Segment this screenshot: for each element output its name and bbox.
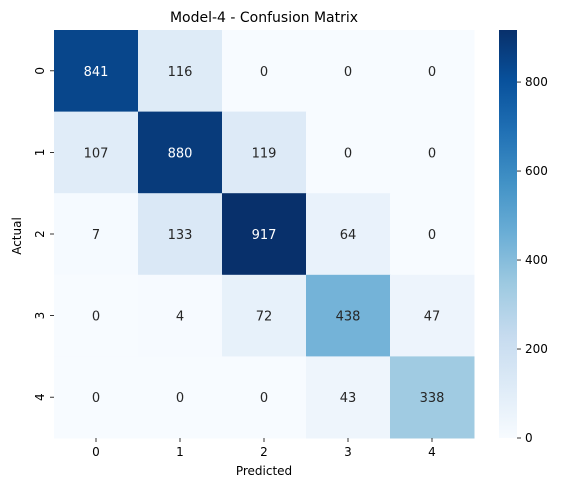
heatmap-cell-3-3 (306, 274, 391, 357)
x-axis-label: Predicted (236, 464, 292, 478)
cell-value-label: 0 (344, 65, 352, 80)
y-tick-label: 0 (33, 67, 47, 75)
x-axis-ticks: 0 1 2 3 4 (92, 438, 436, 459)
colorbar-ticks: 0 200 400 600 800 (517, 75, 548, 445)
cell-value-label: 0 (176, 391, 184, 406)
heatmap-cell-3-4 (390, 274, 475, 357)
colorbar-tick-label: 600 (525, 164, 548, 178)
cell-value-label: 116 (168, 65, 193, 80)
x-tick-label: 0 (92, 445, 100, 459)
cell-value-label: 438 (336, 310, 361, 325)
y-tick-label: 1 (33, 149, 47, 157)
heatmap-cell-0-4 (390, 30, 475, 113)
heatmap-cell-4-0 (54, 356, 139, 439)
heatmap-cell-2-2 (222, 193, 307, 276)
cell-value-label: 0 (260, 391, 268, 406)
y-axis-ticks: 0 1 2 3 4 (33, 67, 54, 401)
heatmap-cell-3-1 (138, 274, 223, 357)
cell-value-label: 0 (92, 391, 100, 406)
heatmap-cell-4-1 (138, 356, 223, 439)
heatmap-cell-4-3 (306, 356, 391, 439)
x-tick-label: 2 (260, 445, 268, 459)
cell-value-label: 72 (256, 310, 273, 325)
heatmap-cell-3-2 (222, 274, 307, 357)
chart-title: Model-4 - Confusion Matrix (170, 10, 358, 26)
heatmap-cell-1-1 (138, 111, 223, 194)
y-axis-label: Actual (10, 217, 24, 255)
x-tick-label: 1 (176, 445, 184, 459)
cell-value-label: 7 (92, 228, 100, 243)
x-tick-label: 3 (344, 445, 352, 459)
y-tick-label: 2 (33, 230, 47, 238)
cell-value-label: 917 (252, 228, 277, 243)
y-tick-label: 4 (33, 393, 47, 401)
cell-value-label: 119 (252, 146, 277, 161)
heatmap-cell-0-1 (138, 30, 223, 113)
cell-value-label: 43 (340, 391, 357, 406)
cell-value-label: 841 (84, 65, 109, 80)
heatmap-cells: 841 116 0 0 0 107 880 119 0 0 7 133 917 64 0 0 4 72 438 47 0… (54, 30, 475, 439)
heatmap-cell-3-0 (54, 274, 139, 357)
heatmap-cell-2-3 (306, 193, 391, 276)
cell-value-label: 0 (92, 310, 100, 325)
colorbar-tick-label: 400 (525, 253, 548, 267)
colorbar-tick-label: 800 (525, 75, 548, 89)
heatmap-cell-1-2 (222, 111, 307, 194)
y-tick-label: 3 (33, 312, 47, 320)
cell-value-label: 107 (84, 146, 109, 161)
cell-value-label: 64 (340, 228, 357, 243)
colorbar (499, 30, 517, 438)
cell-value-label: 4 (176, 310, 184, 325)
heatmap-cell-0-2 (222, 30, 307, 113)
heatmap-cell-2-1 (138, 193, 223, 276)
heatmap-cell-2-0 (54, 193, 139, 276)
heatmap-cell-1-0 (54, 111, 139, 194)
heatmap-cell-1-3 (306, 111, 391, 194)
x-tick-label: 4 (428, 445, 436, 459)
heatmap-cell-4-2 (222, 356, 307, 439)
cell-value-label: 0 (428, 65, 436, 80)
heatmap-cell-2-4 (390, 193, 475, 276)
colorbar-tick-label: 0 (525, 431, 533, 445)
cell-value-label: 0 (260, 65, 268, 80)
cell-value-label: 880 (168, 146, 193, 161)
cell-value-label: 0 (428, 228, 436, 243)
cell-value-label: 0 (428, 146, 436, 161)
cell-value-label: 133 (168, 228, 193, 243)
cell-value-label: 338 (420, 391, 445, 406)
colorbar-tick-label: 200 (525, 342, 548, 356)
heatmap-cell-0-3 (306, 30, 391, 113)
heatmap-cell-1-4 (390, 111, 475, 194)
cell-value-label: 47 (424, 310, 441, 325)
heatmap-cell-4-4 (390, 356, 475, 439)
heatmap-cell-0-0 (54, 30, 139, 113)
cell-value-label: 0 (344, 146, 352, 161)
